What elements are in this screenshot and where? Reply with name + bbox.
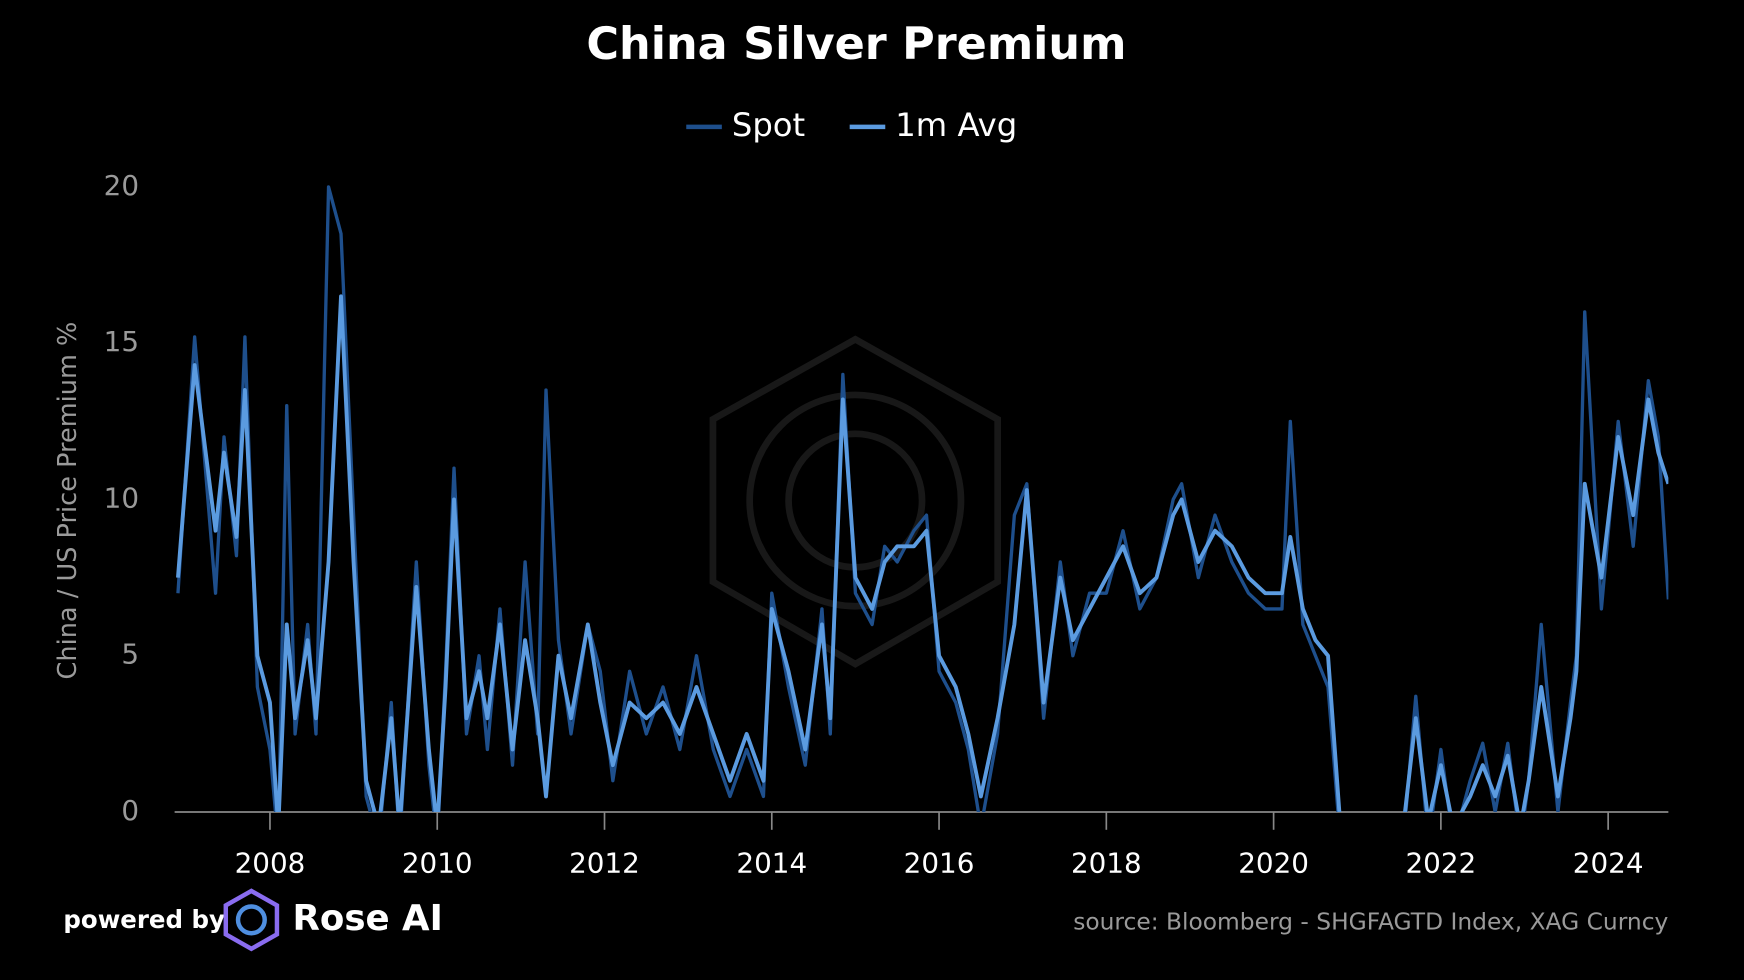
y-tick-label: 0 — [121, 794, 139, 827]
plot-area — [176, 185, 1669, 812]
x-tick-label: 2020 — [1238, 846, 1309, 879]
x-tick-label: 2012 — [569, 846, 640, 879]
brand-name: Rose AI — [293, 898, 443, 939]
x-tick-label: 2014 — [736, 846, 807, 879]
y-tick-label: 5 — [121, 638, 139, 671]
powered-by: powered by — [63, 905, 225, 934]
watermark — [709, 335, 1002, 668]
x-tick-label: 2024 — [1573, 846, 1644, 879]
y-tick-label: 15 — [104, 325, 139, 358]
x-tick-label: 2016 — [904, 846, 975, 879]
legend-label: Spot — [732, 106, 805, 144]
x-tick-label: 2022 — [1406, 846, 1477, 879]
brand-logo — [223, 888, 280, 952]
x-tick-label: 2008 — [235, 846, 306, 879]
x-tick-label: 2010 — [402, 846, 473, 879]
series-line — [176, 294, 1669, 812]
y-axis-label: China / US Price Premium % — [53, 322, 83, 680]
x-tick-label: 2018 — [1071, 846, 1142, 879]
legend-label: 1m Avg — [895, 106, 1017, 144]
source-note: source: Bloomberg - SHGFAGTD Index, XAG … — [1073, 908, 1668, 936]
y-tick-label: 10 — [104, 481, 139, 514]
y-tick-label: 20 — [104, 169, 139, 202]
chart-title: China Silver Premium — [586, 19, 1126, 70]
